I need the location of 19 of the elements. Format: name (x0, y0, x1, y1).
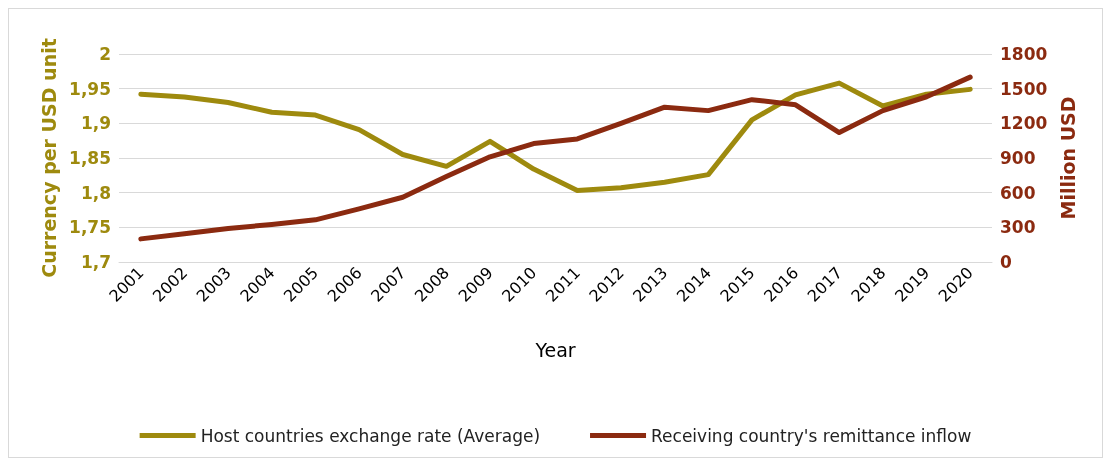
y2-tick-label: 1500 (1000, 78, 1048, 99)
y-axis-title: Currency per USD unit (37, 38, 60, 278)
y-tick-label: 1,85 (69, 148, 111, 168)
y2-tick-label: 1800 (1000, 44, 1048, 64)
legend-label: Host countries exchange rate (Average) (200, 425, 541, 446)
y-tick-label: 1,9 (80, 113, 111, 134)
y2-tick-label: 0 (1000, 252, 1012, 272)
y2-tick-label: 600 (1000, 182, 1036, 203)
y-tick-label: 1,8 (80, 182, 111, 203)
y-tick-label: 1,7 (80, 252, 111, 272)
y2-tick-label: 900 (1000, 148, 1036, 168)
y-tick-label: 2 (99, 44, 111, 64)
y-tick-label: 1,75 (69, 217, 111, 238)
x-axis-title: Year (534, 338, 576, 361)
y2-tick-label: 1200 (1000, 113, 1048, 134)
y-tick-label: 1,95 (69, 78, 111, 99)
legend-label: Receiving country's remittance inflow (651, 425, 972, 446)
y2-tick-label: 300 (1000, 217, 1036, 238)
y2-axis-title: Million USD (1056, 96, 1079, 220)
